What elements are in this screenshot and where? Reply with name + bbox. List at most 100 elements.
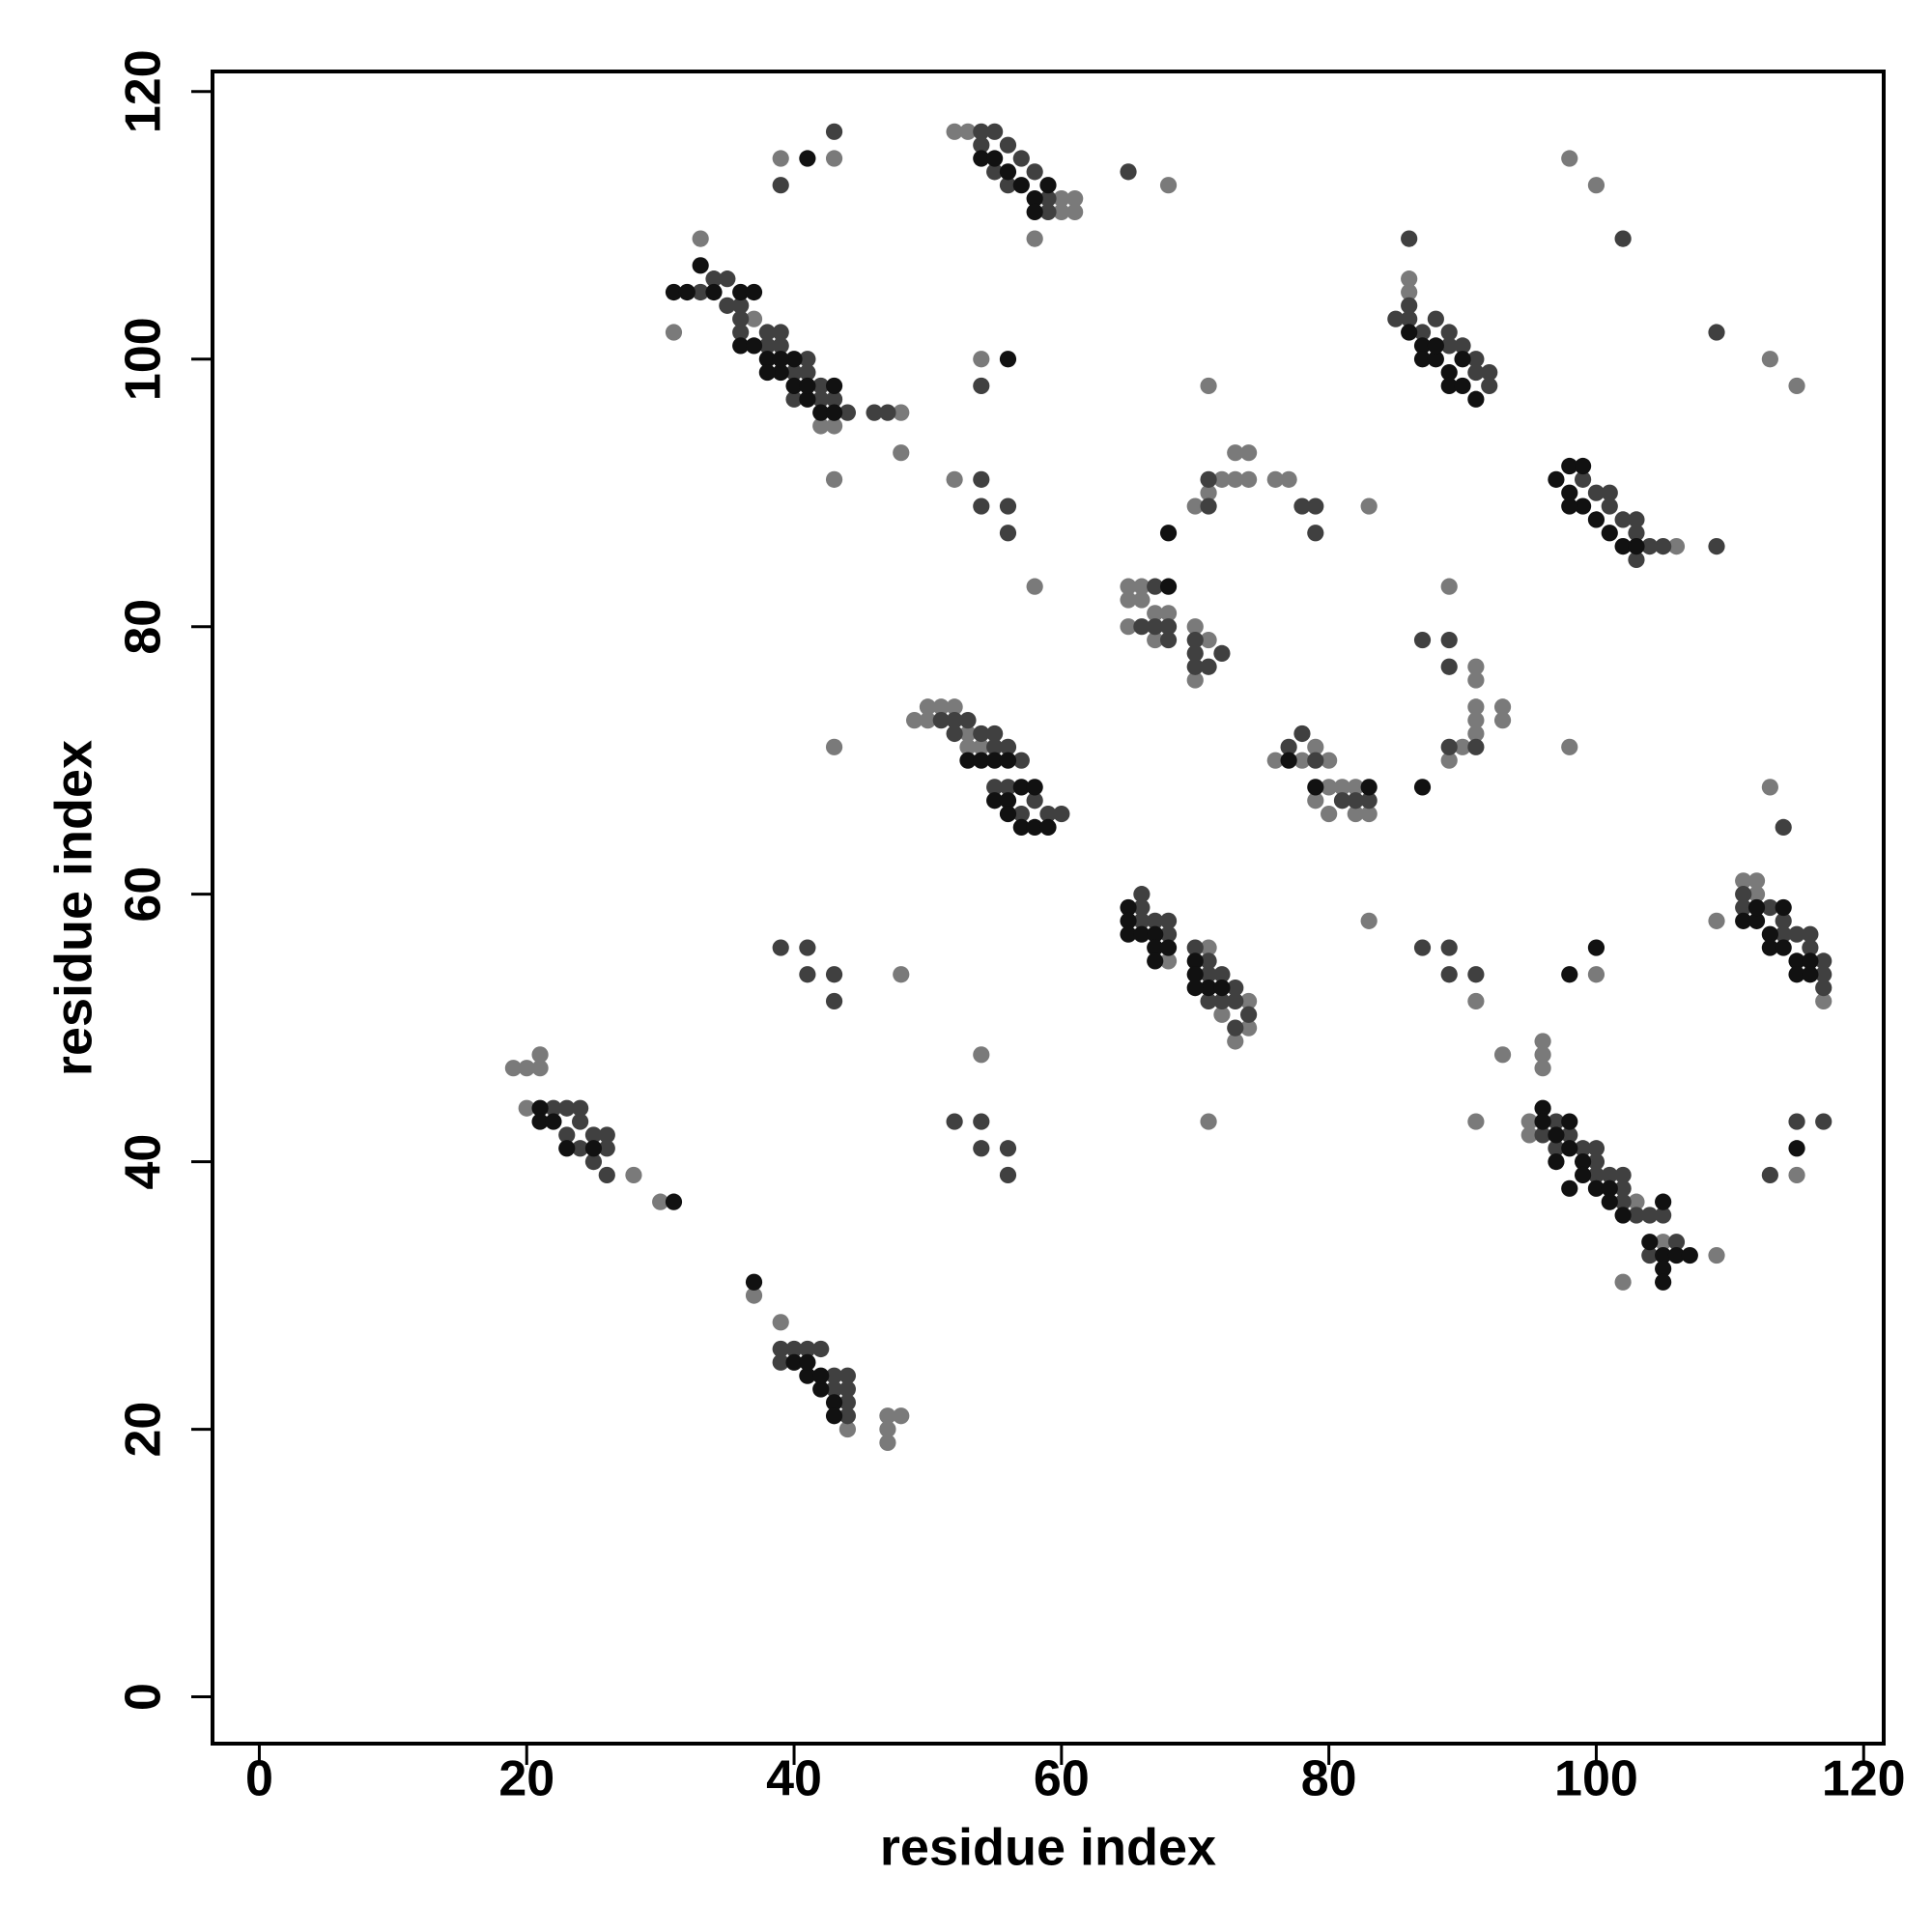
point — [812, 404, 830, 421]
point — [1440, 631, 1458, 649]
point — [1747, 872, 1766, 890]
point — [1200, 992, 1217, 1010]
point — [1641, 1234, 1659, 1251]
point — [1321, 752, 1338, 769]
point — [745, 1273, 763, 1291]
point — [1561, 484, 1578, 501]
point — [1440, 337, 1458, 355]
point — [692, 230, 709, 247]
point — [719, 270, 736, 288]
point — [678, 283, 696, 301]
point — [1775, 925, 1792, 943]
point — [1614, 230, 1632, 247]
point — [1401, 310, 1418, 327]
point — [1601, 1179, 1618, 1197]
point — [785, 1353, 803, 1371]
point — [1159, 605, 1178, 622]
point — [1761, 351, 1778, 368]
point — [1561, 1140, 1578, 1157]
point — [1761, 1166, 1778, 1184]
point — [1561, 1179, 1578, 1197]
point — [1401, 270, 1418, 288]
point — [1026, 578, 1043, 595]
point — [1761, 925, 1778, 943]
point — [919, 712, 937, 729]
point — [531, 1046, 549, 1064]
point — [1133, 925, 1151, 943]
point — [1815, 979, 1833, 997]
point — [1614, 1273, 1632, 1291]
point — [1307, 525, 1324, 542]
point — [1614, 511, 1632, 528]
point — [1534, 1126, 1551, 1144]
point — [1735, 898, 1752, 917]
point — [1575, 1153, 1592, 1171]
point — [1628, 525, 1645, 542]
point — [999, 738, 1017, 755]
point — [799, 390, 816, 408]
point — [1601, 497, 1618, 515]
point — [1708, 324, 1725, 341]
point — [919, 698, 937, 716]
point — [1147, 939, 1164, 956]
point — [1520, 1113, 1538, 1130]
point — [1628, 1207, 1645, 1224]
point — [1587, 484, 1605, 501]
x-tick-label: 120 — [1822, 1751, 1906, 1807]
point — [1467, 992, 1485, 1010]
point — [692, 283, 709, 301]
point — [1561, 1113, 1578, 1130]
point — [1747, 912, 1766, 929]
point — [1401, 283, 1418, 301]
point — [1427, 351, 1444, 368]
point — [1147, 631, 1164, 649]
point — [1587, 1166, 1605, 1184]
point — [1655, 1207, 1672, 1224]
point — [1655, 1273, 1672, 1291]
point — [1548, 1153, 1565, 1171]
point — [1788, 1166, 1805, 1184]
point — [1186, 966, 1204, 983]
point — [973, 377, 990, 395]
point — [772, 351, 789, 368]
point — [999, 136, 1017, 154]
point — [1761, 898, 1778, 917]
point — [838, 404, 857, 421]
point — [893, 444, 910, 462]
point — [1360, 792, 1378, 810]
point — [825, 404, 843, 421]
point — [1360, 779, 1378, 796]
point — [1587, 939, 1605, 956]
point — [825, 123, 843, 140]
point — [1266, 752, 1284, 769]
point — [1227, 979, 1244, 997]
point — [999, 779, 1017, 796]
point — [799, 351, 816, 368]
point — [1413, 631, 1432, 649]
point — [1601, 484, 1618, 501]
point — [1575, 1140, 1592, 1157]
point — [758, 324, 776, 341]
point — [1735, 872, 1752, 890]
point — [1802, 925, 1819, 943]
point — [705, 270, 723, 288]
point — [879, 1420, 896, 1438]
point — [893, 1407, 910, 1425]
point — [946, 698, 963, 716]
point — [1039, 203, 1057, 221]
point — [1200, 952, 1217, 970]
point — [999, 177, 1017, 194]
point — [1200, 470, 1217, 488]
point — [1534, 1046, 1551, 1064]
point — [1427, 337, 1444, 355]
point — [973, 351, 990, 368]
point — [1186, 631, 1204, 649]
point — [825, 417, 843, 435]
point — [1587, 177, 1605, 194]
point — [1227, 1019, 1244, 1037]
point — [1066, 189, 1084, 208]
point — [785, 351, 803, 368]
point — [1775, 939, 1792, 956]
point — [1280, 470, 1297, 488]
point — [1548, 470, 1565, 488]
